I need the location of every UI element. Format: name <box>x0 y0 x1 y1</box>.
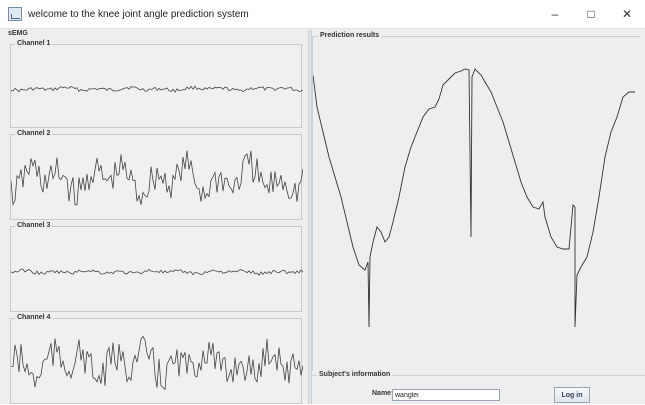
channel-2-panel: Channel 2 <box>10 130 303 220</box>
channel-2-waveform <box>11 150 303 207</box>
subject-box: Subject's information Name: Log in <box>312 371 645 404</box>
prediction-box: Prediction results <box>312 32 640 371</box>
channel-3-title: Channel 3 <box>15 222 53 229</box>
title-bar[interactable]: welcome to the knee joint angle predicti… <box>0 0 645 29</box>
close-button[interactable]: ✕ <box>621 7 633 21</box>
channel-4-trace <box>11 335 303 391</box>
login-button[interactable]: Log in <box>554 387 590 403</box>
window-title: welcome to the knee joint angle predicti… <box>28 8 249 20</box>
app-icon <box>8 7 22 21</box>
maximize-button[interactable]: □ <box>587 7 595 21</box>
subject-panel: Subject's information Name: Log in <box>312 371 645 404</box>
channel-1-waveform <box>11 85 303 93</box>
channel-1-title: Channel 1 <box>15 40 53 47</box>
minimize-button[interactable]: – <box>551 7 559 21</box>
channel-3-trace <box>11 268 303 276</box>
semg-label: sEMG <box>8 30 28 37</box>
channel-4-panel: Channel 4 <box>10 314 303 404</box>
channel-2-title: Channel 2 <box>15 130 53 137</box>
prediction-curve <box>313 68 635 328</box>
semg-panel: sEMG Channel 1 Channel 2 Channel 3 Chann… <box>6 30 308 404</box>
prediction-title: Prediction results <box>318 32 382 39</box>
subject-title: Subject's information <box>317 371 393 378</box>
channel-4-title: Channel 4 <box>15 314 53 321</box>
name-field[interactable] <box>392 389 500 401</box>
channel-1-panel: Channel 1 <box>10 40 303 128</box>
channel-1-trace <box>11 85 303 93</box>
window-controls: – □ ✕ <box>537 0 645 28</box>
name-label: Name: <box>372 390 394 397</box>
channel-2-trace <box>11 150 303 207</box>
channel-3-waveform <box>11 268 303 276</box>
channel-3-panel: Channel 3 <box>10 222 303 312</box>
prediction-plot <box>313 68 635 328</box>
prediction-panel: Prediction results <box>312 30 645 372</box>
channel-4-waveform <box>11 335 303 391</box>
split-divider[interactable] <box>308 30 312 404</box>
